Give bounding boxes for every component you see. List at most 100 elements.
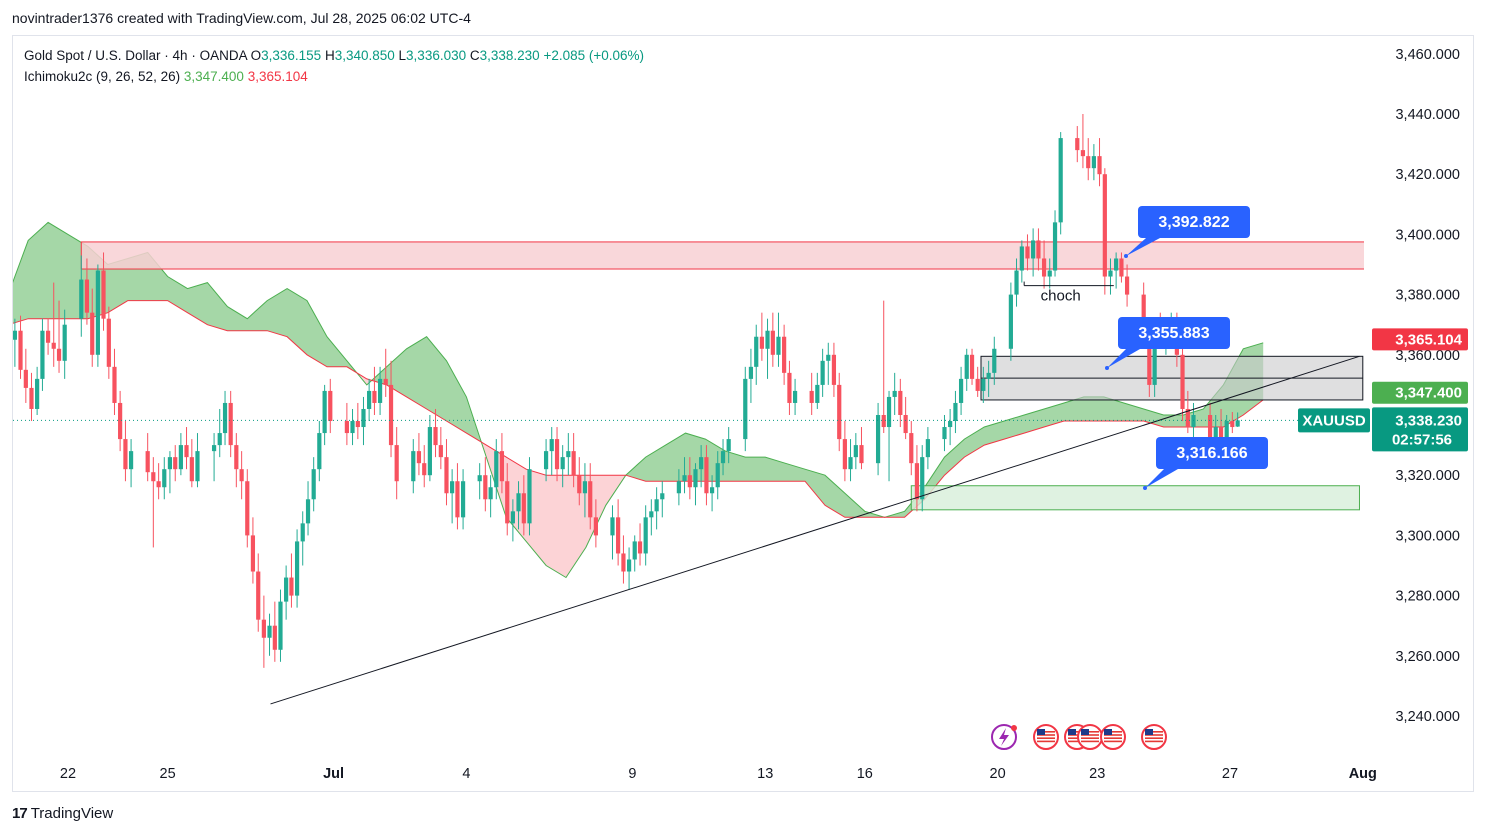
y-tick-label: 3,280.000 — [1395, 589, 1460, 605]
candle-down — [184, 445, 189, 458]
x-tick-label: 20 — [990, 766, 1006, 782]
candle-up — [1108, 270, 1113, 277]
candle-up — [826, 354, 831, 361]
candle-down — [571, 451, 576, 476]
candle-up — [267, 625, 272, 638]
candle-down — [173, 457, 178, 470]
candle-up — [765, 330, 770, 349]
candle-up — [222, 402, 228, 434]
candle-up — [361, 408, 366, 428]
resistance-zone — [80, 241, 1364, 270]
candle-down — [433, 427, 438, 446]
us-flag-icon — [1100, 724, 1126, 750]
candle-down — [1086, 156, 1091, 169]
x-tick-label: 4 — [462, 766, 470, 782]
candle-up — [79, 279, 84, 319]
candle-up — [128, 451, 134, 470]
legend-indicator-name[interactable]: Ichimoku2c (9, 26, 52, 26) — [24, 69, 181, 84]
candle-up — [1047, 270, 1052, 277]
candle-down — [898, 390, 903, 415]
candle-down — [416, 451, 422, 464]
candle-up — [510, 511, 515, 524]
candle-down — [842, 439, 847, 470]
candle-down — [438, 445, 443, 458]
candle-up — [632, 541, 637, 560]
candle-down — [837, 384, 842, 440]
y-tick-label: 3,460.000 — [1395, 47, 1460, 63]
zones — [80, 241, 1364, 511]
candle-down — [239, 469, 244, 482]
candle-down — [51, 342, 56, 349]
candle-down — [903, 415, 908, 434]
candle-up — [1191, 415, 1196, 428]
candle-down — [1102, 174, 1107, 277]
candle-down — [455, 481, 460, 518]
candle-up — [516, 493, 521, 512]
legend-close-label: C — [469, 48, 480, 63]
candle-up — [682, 475, 687, 482]
candle-down — [831, 354, 837, 385]
candle-down — [577, 475, 582, 494]
candle-down — [328, 390, 333, 422]
choch-label: choch — [1041, 288, 1081, 305]
legend-open-label: O — [250, 48, 262, 63]
legend-indicator-value-2: 3,365.104 — [247, 69, 308, 84]
cloud-bullish — [371, 336, 482, 443]
candle-up — [925, 439, 930, 458]
candle-up — [853, 445, 858, 458]
price-callout-dot — [1124, 254, 1128, 258]
candle-up — [311, 469, 316, 500]
tradingview-logo-icon: 17 — [12, 805, 28, 822]
candle-down — [106, 318, 111, 367]
candle-up — [875, 415, 881, 464]
candle-up — [986, 372, 991, 379]
symbol-label-bg — [1298, 408, 1370, 433]
candle-down — [1180, 354, 1185, 409]
candle-up — [942, 427, 947, 440]
candles — [13, 114, 1240, 668]
candle-up — [162, 469, 167, 488]
candle-up — [776, 336, 781, 355]
x-tick-label: Jul — [323, 766, 344, 782]
price-callout-dot — [1105, 366, 1109, 370]
candle-up — [62, 324, 67, 361]
candle-down — [1218, 427, 1224, 440]
candle-up — [1052, 222, 1058, 271]
candle-up — [560, 457, 565, 470]
legend-symbol[interactable]: Gold Spot / U.S. Dollar · 4h · OANDA — [24, 48, 247, 63]
candle-down — [18, 330, 23, 370]
price-callout-text: 3,316.166 — [1176, 445, 1247, 462]
candle-down — [1124, 276, 1130, 295]
chart-credit: novintrader1376 created with TradingView… — [12, 10, 471, 26]
price-callout-text: 3,392.822 — [1158, 214, 1229, 231]
us-flag-icon — [1033, 724, 1059, 750]
chart-frame — [12, 35, 1474, 792]
candle-down — [250, 535, 256, 572]
candle-up — [494, 451, 499, 488]
y-tick-label: 3,380.000 — [1395, 288, 1460, 304]
y-tick-label: 3,240.000 — [1395, 709, 1460, 725]
us-flag-icon — [1141, 724, 1167, 750]
event-icons — [991, 724, 1167, 750]
price-callout-box — [1156, 437, 1268, 469]
y-tick-label: 3,300.000 — [1395, 528, 1460, 544]
candle-up — [1235, 420, 1240, 427]
candle-up — [948, 421, 953, 428]
candle-up — [1114, 258, 1119, 271]
us-flag-icon — [1077, 724, 1103, 750]
candle-down — [245, 481, 250, 536]
candle-up — [350, 421, 355, 434]
candle-up — [1091, 156, 1096, 169]
trendline — [270, 355, 1360, 705]
y-tick-label: 3,320.000 — [1395, 468, 1460, 484]
candle-up — [40, 330, 45, 379]
price-callout-dot — [1143, 486, 1147, 490]
tradingview-logo[interactable]: 17 TradingView — [12, 805, 113, 822]
legend-indicator-row: Ichimoku2c (9, 26, 52, 26) 3,347.400 3,3… — [24, 66, 644, 87]
candle-up — [992, 348, 997, 373]
x-tick-label: 25 — [160, 766, 176, 782]
candle-up — [300, 523, 305, 542]
candle-down — [272, 625, 277, 650]
candle-up — [709, 487, 715, 494]
